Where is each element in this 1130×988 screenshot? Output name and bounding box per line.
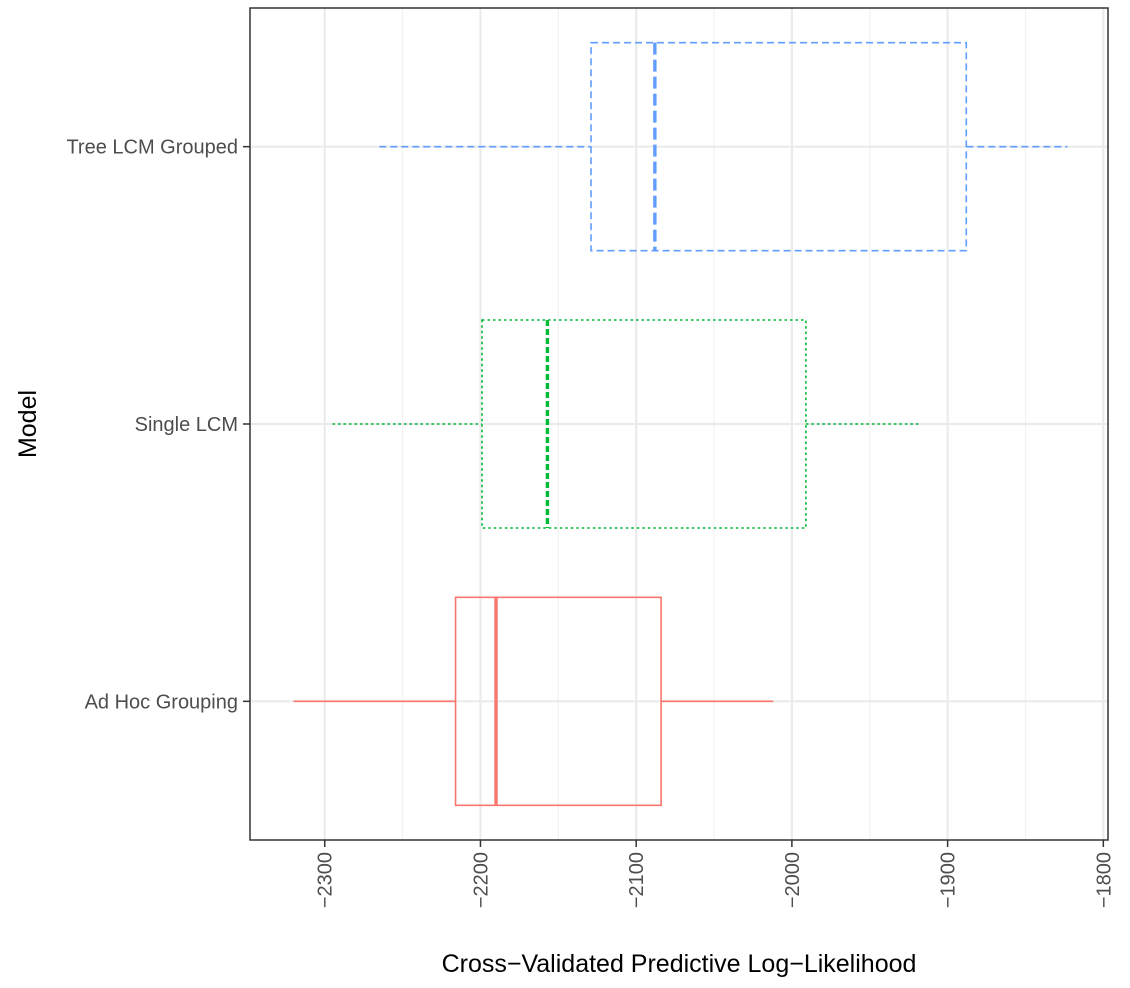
- x-tick-label: −1800: [1093, 852, 1115, 908]
- box-iqr: [481, 319, 807, 529]
- x-tick-label: −1900: [938, 852, 960, 908]
- box-tree-lcm-grouped: [379, 41, 1068, 252]
- y-tick-label: Tree LCM Grouped: [66, 137, 238, 159]
- box-iqr: [454, 596, 662, 807]
- x-tick-label: −2100: [626, 852, 648, 908]
- x-tick-label: −2300: [315, 852, 337, 908]
- box-iqr: [590, 41, 968, 252]
- y-tick-label: Single LCM: [135, 414, 238, 436]
- x-axis-title: Cross−Validated Predictive Log−Likelihoo…: [442, 950, 917, 978]
- x-tick-label: −2000: [782, 852, 804, 908]
- x-tick-label: −2200: [470, 852, 492, 908]
- y-tick-label: Ad Hoc Grouping: [85, 691, 238, 713]
- boxes: [293, 41, 1068, 807]
- axes: Tree LCM Grouped Single LCM Ad Hoc Groupin…: [66, 137, 1115, 909]
- box-single-lcm: [332, 319, 922, 529]
- y-axis-title: Model: [14, 390, 42, 458]
- box-ad-hoc-grouping: [293, 596, 774, 807]
